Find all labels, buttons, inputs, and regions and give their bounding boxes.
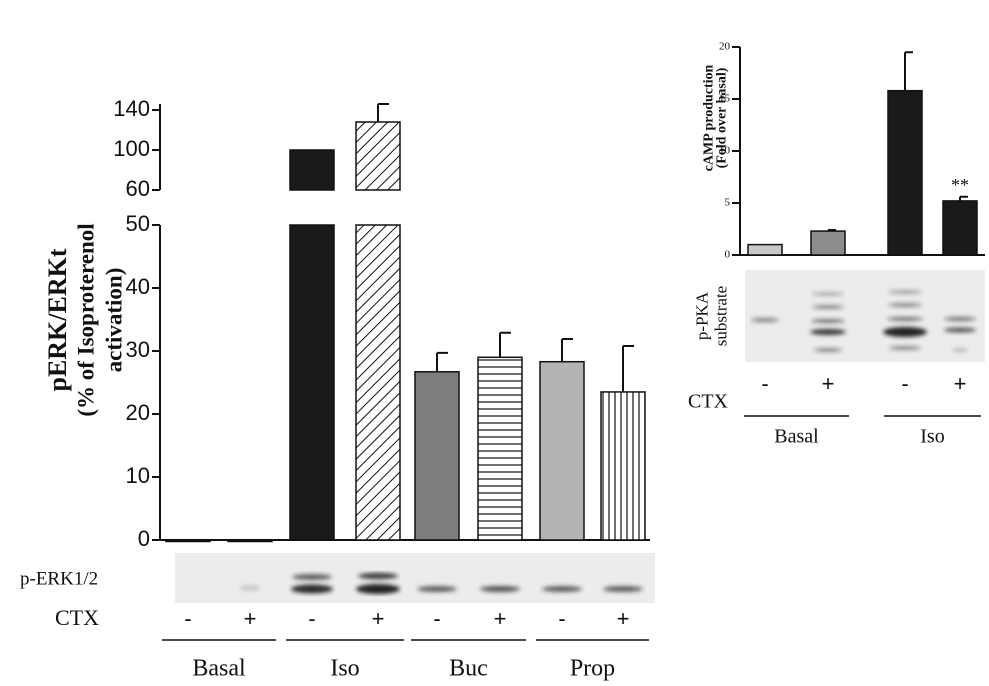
error-bar: [905, 52, 913, 90]
bar: [540, 362, 584, 540]
y-tick-label: 60: [126, 176, 150, 201]
x-tick-label: +: [494, 606, 507, 631]
row-label: CTX: [55, 605, 99, 630]
error-bar: [828, 230, 836, 231]
x-tick-label: +: [822, 371, 835, 396]
group-label: Iso: [920, 426, 944, 448]
y-tick-label: 5: [725, 197, 731, 209]
bar: [166, 540, 210, 542]
bar-upper: [356, 122, 400, 190]
bar: [478, 357, 522, 540]
x-tick-label: -: [184, 606, 191, 631]
y-axis-label-line: (Fold over basal): [715, 67, 730, 168]
group-label: Prop: [570, 656, 615, 682]
annotation: **: [951, 175, 969, 195]
x-tick-label: -: [308, 606, 315, 631]
blot-label-line: substrate: [711, 286, 730, 346]
x-tick-label: +: [372, 606, 385, 631]
blot-label: p-ERK1/2: [20, 568, 98, 589]
group-label: Basal: [774, 426, 819, 448]
group-label: Basal: [192, 656, 246, 682]
error-bar: [378, 104, 389, 122]
y-tick-label: 0: [725, 249, 731, 261]
group-label: Buc: [449, 656, 488, 682]
y-axis-label-line: pERK/ERKt: [43, 248, 72, 391]
x-tick-label: -: [558, 606, 565, 631]
bar: [888, 91, 922, 255]
y-tick-label: 10: [126, 463, 150, 488]
error-bar: [562, 339, 573, 362]
figure: 0102030405060100140pERK/ERKt(% of Isopro…: [0, 0, 989, 686]
x-tick-label: +: [617, 606, 630, 631]
y-tick-label: 20: [126, 400, 150, 425]
y-tick-label: 140: [113, 96, 150, 121]
y-axis-label-line: activation): [101, 268, 126, 373]
y-axis-label: cAMP production(Fold over basal): [702, 64, 730, 171]
bar: [748, 245, 782, 255]
x-tick-label: -: [761, 371, 768, 396]
bar-upper: [290, 150, 334, 190]
bar: [290, 225, 334, 540]
error-bar: [437, 353, 448, 372]
y-tick-label: 20: [719, 41, 731, 53]
y-tick-label: 0: [138, 526, 150, 551]
y-tick-label: 100: [113, 136, 150, 161]
y-axis-label-line: (% of Isoproterenol: [73, 223, 98, 416]
bar: [601, 392, 645, 540]
row-label: CTX: [688, 391, 729, 413]
x-tick-label: -: [901, 371, 908, 396]
blot-label-line: p-PKA: [692, 291, 711, 340]
x-tick-label: +: [954, 371, 967, 396]
x-tick-label: +: [244, 606, 257, 631]
blot-pka: [745, 270, 985, 362]
error-bar: [500, 333, 511, 358]
y-tick-label: 40: [126, 274, 150, 299]
error-bar: [623, 346, 634, 392]
bar: [356, 225, 400, 540]
bar: [415, 372, 459, 540]
x-tick-label: -: [433, 606, 440, 631]
y-tick-label: 30: [126, 337, 150, 362]
group-label: Iso: [330, 656, 359, 682]
blot-erk: [175, 553, 655, 603]
bar: [943, 201, 977, 255]
bar: [811, 231, 845, 255]
y-tick-label: 50: [126, 211, 150, 236]
bar: [228, 540, 272, 542]
